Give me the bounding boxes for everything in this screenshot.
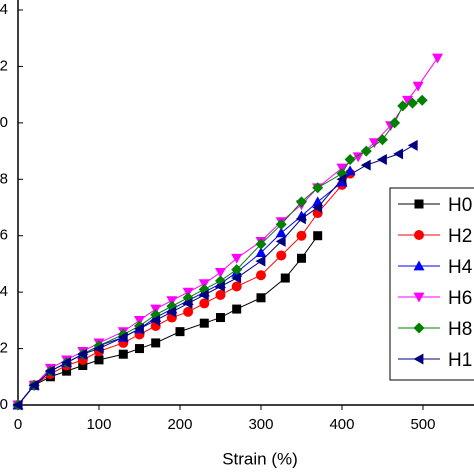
marker (255, 270, 266, 281)
marker (296, 253, 306, 263)
marker (150, 314, 161, 326)
y-tick-label: 4 (0, 1, 8, 18)
marker (44, 365, 55, 377)
marker (336, 173, 347, 185)
marker (414, 199, 424, 209)
marker (256, 293, 266, 303)
y-tick-label: 0 (0, 114, 8, 131)
marker (376, 154, 387, 166)
marker (231, 281, 242, 292)
legend-label: H0 (448, 195, 472, 216)
marker (296, 230, 307, 241)
marker (432, 53, 444, 64)
marker (151, 338, 161, 348)
marker (376, 134, 388, 146)
marker (276, 250, 287, 261)
marker (78, 361, 88, 370)
marker (198, 289, 209, 301)
marker (352, 152, 364, 163)
marker (134, 344, 144, 354)
y-tick-label: 6 (0, 227, 8, 244)
marker (183, 306, 194, 317)
marker (393, 148, 404, 160)
marker (413, 322, 425, 334)
marker (312, 202, 323, 213)
marker (368, 138, 380, 149)
marker (407, 139, 418, 151)
marker (275, 235, 286, 247)
marker (214, 281, 225, 292)
y-tick-label: 8 (0, 170, 8, 187)
marker (166, 306, 177, 318)
marker (413, 292, 425, 303)
marker (280, 273, 290, 283)
marker (295, 196, 307, 208)
marker (117, 331, 128, 343)
marker (255, 238, 267, 250)
y-tick-label: 4 (0, 283, 8, 300)
marker (77, 348, 88, 360)
marker (231, 253, 243, 264)
x-tick-label: 400 (329, 416, 354, 433)
y-tick-label: 2 (0, 340, 8, 357)
marker (199, 298, 210, 309)
marker (414, 230, 424, 240)
marker (255, 247, 267, 258)
marker (397, 100, 409, 112)
marker (214, 267, 226, 278)
legend-box (389, 187, 474, 381)
x-tick-label: 100 (86, 416, 111, 433)
marker (215, 313, 225, 323)
marker (412, 81, 424, 92)
marker (344, 154, 356, 166)
x-axis-label: Strain (%) (222, 449, 298, 468)
x-tick-label: 500 (410, 416, 435, 433)
marker (93, 343, 104, 355)
marker (275, 218, 287, 230)
marker (389, 117, 401, 129)
y-tick-label: 0 (0, 396, 8, 413)
marker (295, 213, 306, 225)
x-tick-label: 200 (167, 416, 192, 433)
marker (199, 318, 209, 328)
marker (360, 145, 372, 157)
legend-label: H2 (448, 226, 472, 247)
x-tick-label: 300 (248, 416, 273, 433)
marker (312, 182, 324, 194)
marker (402, 95, 414, 106)
marker (118, 349, 128, 359)
legend-label: H6 (448, 288, 472, 309)
marker (28, 379, 39, 391)
x-tick-label: 0 (14, 416, 22, 433)
marker (360, 159, 371, 171)
marker (62, 366, 72, 376)
legend-label: H8 (448, 319, 472, 340)
legend-label: H1 (448, 350, 472, 371)
y-tick-label: 2 (0, 57, 8, 74)
marker (255, 255, 266, 267)
marker (313, 231, 323, 241)
legend-label: H4 (448, 257, 473, 278)
marker (275, 227, 287, 238)
marker (133, 323, 144, 335)
marker (94, 355, 104, 365)
marker (231, 272, 242, 284)
marker (61, 357, 71, 369)
marker (416, 94, 428, 106)
legend: H0 H2 H4 H6 H8 H1 (389, 187, 474, 381)
marker (406, 97, 418, 109)
marker (232, 304, 242, 314)
marker (413, 353, 424, 365)
marker (175, 327, 185, 337)
marker (231, 264, 243, 276)
marker (215, 289, 226, 300)
marker (182, 297, 193, 309)
marker (12, 399, 23, 411)
marker (413, 260, 425, 271)
